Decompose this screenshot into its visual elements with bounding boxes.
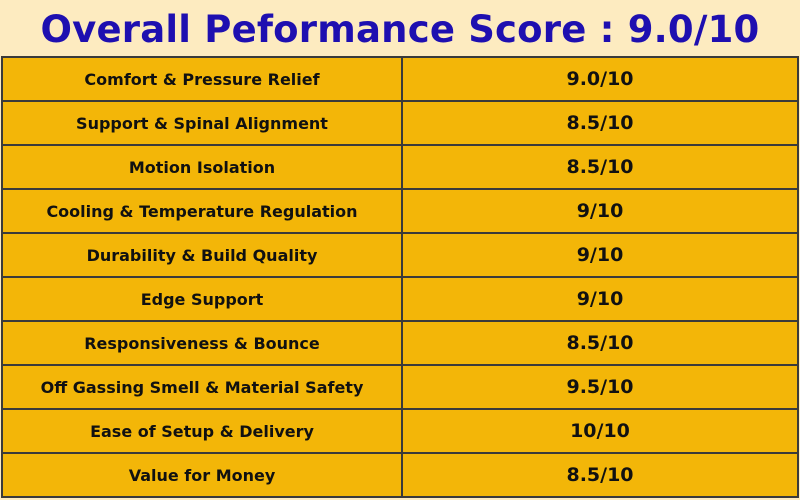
row-score: 8.5/10 xyxy=(401,320,799,366)
row-score: 9.5/10 xyxy=(401,364,799,410)
row-label: Cooling & Temperature Regulation xyxy=(1,188,403,234)
row-label: Ease of Setup & Delivery xyxy=(1,408,403,454)
row-label: Comfort & Pressure Relief xyxy=(1,56,403,102)
table-row: Motion Isolation 8.5/10 xyxy=(1,144,799,190)
table-row: Ease of Setup & Delivery 10/10 xyxy=(1,408,799,454)
row-label: Support & Spinal Alignment xyxy=(1,100,403,146)
row-score: 8.5/10 xyxy=(401,144,799,190)
row-label: Edge Support xyxy=(1,276,403,322)
page-title: Overall Peformance Score : 9.0/10 xyxy=(40,7,760,51)
row-score: 8.5/10 xyxy=(401,452,799,498)
header: Overall Peformance Score : 9.0/10 xyxy=(0,0,800,56)
table-row: Value for Money 8.5/10 xyxy=(1,452,799,498)
row-label: Motion Isolation xyxy=(1,144,403,190)
row-score: 9/10 xyxy=(401,232,799,278)
row-label: Value for Money xyxy=(1,452,403,498)
row-score: 10/10 xyxy=(401,408,799,454)
table-row: Support & Spinal Alignment 8.5/10 xyxy=(1,100,799,146)
table-row: Edge Support 9/10 xyxy=(1,276,799,322)
row-score: 8.5/10 xyxy=(401,100,799,146)
table-row: Responsiveness & Bounce 8.5/10 xyxy=(1,320,799,366)
score-table: Comfort & Pressure Relief 9.0/10 Support… xyxy=(1,56,799,498)
score-table-body: Comfort & Pressure Relief 9.0/10 Support… xyxy=(1,56,799,498)
table-row: Off Gassing Smell & Material Safety 9.5/… xyxy=(1,364,799,410)
table-row: Durability & Build Quality 9/10 xyxy=(1,232,799,278)
row-score: 9/10 xyxy=(401,188,799,234)
table-row: Comfort & Pressure Relief 9.0/10 xyxy=(1,56,799,102)
row-score: 9.0/10 xyxy=(401,56,799,102)
row-label: Durability & Build Quality xyxy=(1,232,403,278)
table-row: Cooling & Temperature Regulation 9/10 xyxy=(1,188,799,234)
row-score: 9/10 xyxy=(401,276,799,322)
row-label: Off Gassing Smell & Material Safety xyxy=(1,364,403,410)
row-label: Responsiveness & Bounce xyxy=(1,320,403,366)
